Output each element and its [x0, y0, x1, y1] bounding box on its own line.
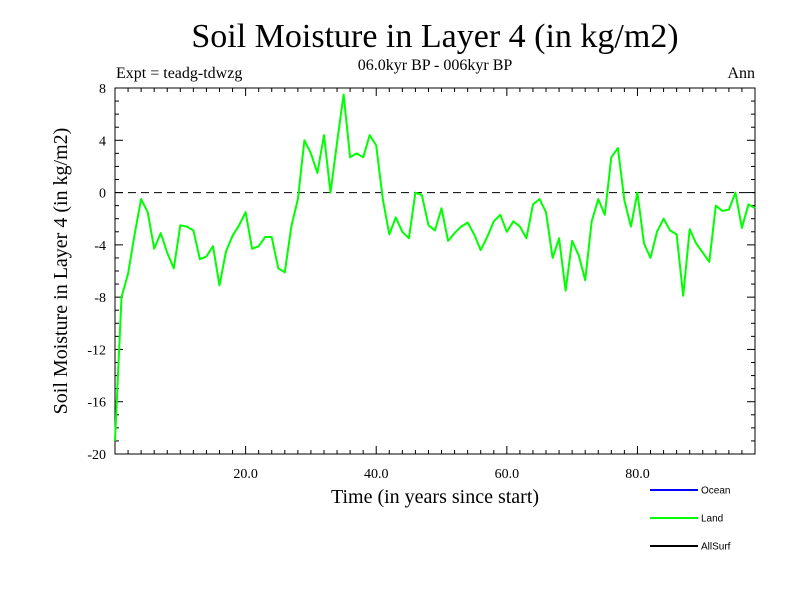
y-tick-label: -4 — [94, 239, 106, 254]
y-tick-label: -8 — [94, 291, 106, 306]
major-ticks — [115, 87, 755, 455]
legend-label-ocean: Ocean — [701, 486, 730, 497]
legend-label-land: Land — [701, 514, 723, 525]
series-group — [114, 93, 756, 441]
chart-subtitle: 06.0kyr BP - 006kyr BP — [358, 57, 513, 74]
period-label: Ann — [727, 65, 755, 82]
expt-label: Expt = teadg-tdwzg — [116, 65, 242, 82]
y-tick-label: 8 — [99, 82, 106, 97]
x-tick-labels: 20.0 40.0 60.0 80.0 — [233, 467, 649, 482]
x-tick-label: 80.0 — [625, 467, 650, 482]
legend-label-allsurf: AllSurf — [701, 542, 731, 553]
series-line-land — [114, 93, 756, 441]
y-tick-label: -12 — [87, 343, 106, 358]
y-axis-label: Soil Moisture in Layer 4 (in kg/m2) — [50, 128, 72, 415]
legend: Ocean Land AllSurf — [650, 486, 731, 553]
y-tick-label: -16 — [87, 396, 106, 411]
y-tick-label: -20 — [87, 448, 106, 463]
x-tick-label: 20.0 — [233, 467, 258, 482]
minor-ticks — [115, 88, 756, 454]
x-tick-label: 40.0 — [364, 467, 389, 482]
plot-frame — [114, 87, 756, 455]
x-axis-label: Time (in years since start) — [331, 486, 539, 508]
y-tick-label: 4 — [99, 134, 106, 149]
y-tick-label: 0 — [99, 187, 106, 202]
chart-title: Soil Moisture in Layer 4 (in kg/m2) — [191, 18, 678, 55]
y-tick-labels: -20 -16 -12 -8 -4 0 4 8 — [87, 82, 106, 463]
x-tick-label: 60.0 — [495, 467, 520, 482]
